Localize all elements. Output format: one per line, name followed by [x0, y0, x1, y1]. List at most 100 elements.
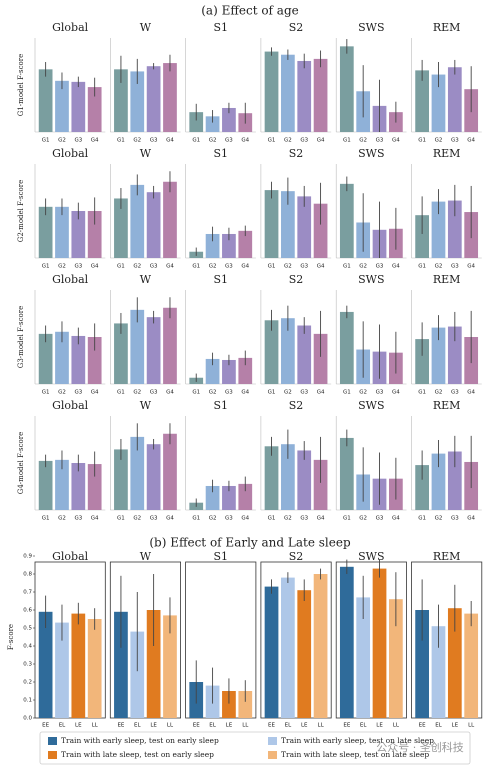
x-tick-label: G4 [241, 264, 249, 270]
bar [130, 71, 145, 132]
bar [146, 610, 161, 718]
panel-title: W [140, 147, 152, 160]
bar [447, 67, 462, 132]
bar [189, 112, 204, 132]
panel-title: REM [433, 550, 461, 563]
x-tick-label: LE [376, 723, 383, 729]
x-tick-label: G3 [74, 390, 82, 396]
x-tick-label: G3 [376, 138, 384, 144]
legend-label: Train with late sleep, test on early sle… [61, 750, 214, 759]
x-tick-label: G4 [392, 390, 400, 396]
bar [264, 586, 279, 718]
bar [297, 450, 312, 510]
x-tick-label: G1 [343, 390, 351, 396]
panel-title: REM [433, 21, 461, 34]
panel-title: W [140, 550, 152, 563]
panel-title: SWS [358, 273, 384, 286]
x-tick-label: EL [285, 723, 292, 729]
x-tick-label: G2 [435, 264, 443, 270]
x-tick-label: EL [209, 723, 216, 729]
x-tick-label: G3 [74, 138, 82, 144]
x-tick-label: G4 [317, 138, 325, 144]
bar [222, 359, 236, 384]
x-tick-label: G1 [42, 390, 50, 396]
bar [447, 608, 462, 718]
x-tick-label: G2 [58, 138, 66, 144]
x-tick-label: G1 [343, 516, 351, 522]
panel-frame [411, 561, 483, 719]
bar [313, 459, 328, 510]
x-tick-label: G2 [359, 390, 367, 396]
y-tick-label: 0.2 [23, 680, 32, 686]
bar [114, 449, 128, 510]
x-tick-label: G4 [317, 516, 325, 522]
x-tick-label: G2 [435, 138, 443, 144]
bar [431, 327, 446, 384]
x-tick-label: EE [193, 723, 200, 729]
bar [71, 81, 86, 132]
x-tick-label: LL [318, 723, 325, 729]
x-tick-label: G4 [91, 516, 99, 522]
bar [339, 437, 354, 510]
bar [55, 459, 69, 510]
x-tick-label: G1 [192, 264, 200, 270]
x-tick-label: G3 [376, 390, 384, 396]
x-tick-label: G3 [451, 390, 459, 396]
bar [281, 577, 295, 718]
bar [281, 318, 295, 384]
panel-title: SWS [358, 399, 384, 412]
x-tick-label: G4 [241, 516, 249, 522]
x-tick-label: G3 [74, 516, 82, 522]
y-tick-label: 0.0 [23, 716, 32, 722]
bar [313, 333, 328, 384]
x-tick-label: G3 [225, 264, 233, 270]
y-tick-label: 0.4 [23, 644, 32, 650]
x-tick-label: G2 [284, 390, 292, 396]
x-tick-label: G2 [133, 516, 141, 522]
x-tick-label: G2 [209, 138, 217, 144]
bar [415, 465, 429, 510]
bar [264, 190, 279, 258]
x-tick-label: LE [452, 723, 459, 729]
x-tick-label: G1 [117, 138, 125, 144]
x-tick-label: LL [92, 723, 99, 729]
bar [55, 80, 69, 132]
x-tick-label: G1 [117, 516, 125, 522]
bar [313, 203, 328, 258]
y-axis-label: G2-model F-score [17, 180, 25, 242]
bar [313, 574, 328, 718]
x-tick-label: G1 [418, 390, 426, 396]
panel-frame [34, 561, 106, 719]
bar [389, 599, 403, 718]
x-tick-label: G4 [166, 516, 174, 522]
bar [87, 211, 102, 258]
x-tick-label: LE [226, 723, 233, 729]
x-tick-label: G1 [192, 138, 200, 144]
bar [38, 69, 53, 132]
bar [38, 333, 53, 384]
bar [339, 311, 354, 384]
y-axis-label: F-score [7, 624, 15, 650]
x-tick-label: EL [59, 723, 66, 729]
bar [146, 444, 161, 510]
x-tick-label: EE [117, 723, 124, 729]
y-tick-label: 0.6 [23, 608, 32, 614]
x-tick-label: G3 [376, 264, 384, 270]
x-tick-label: G4 [317, 390, 325, 396]
x-tick-label: G4 [467, 264, 475, 270]
bar [55, 622, 69, 718]
bar [38, 460, 53, 510]
x-tick-label: G3 [74, 264, 82, 270]
bar [431, 453, 446, 510]
x-tick-label: G1 [42, 264, 50, 270]
x-tick-label: LL [242, 723, 249, 729]
panel-title: Global [52, 273, 89, 286]
bar [447, 451, 462, 510]
bar [71, 463, 86, 510]
x-tick-label: G2 [133, 390, 141, 396]
bar [222, 107, 236, 132]
bar [130, 436, 145, 510]
x-tick-label: LL [468, 723, 475, 729]
bar [313, 58, 328, 133]
